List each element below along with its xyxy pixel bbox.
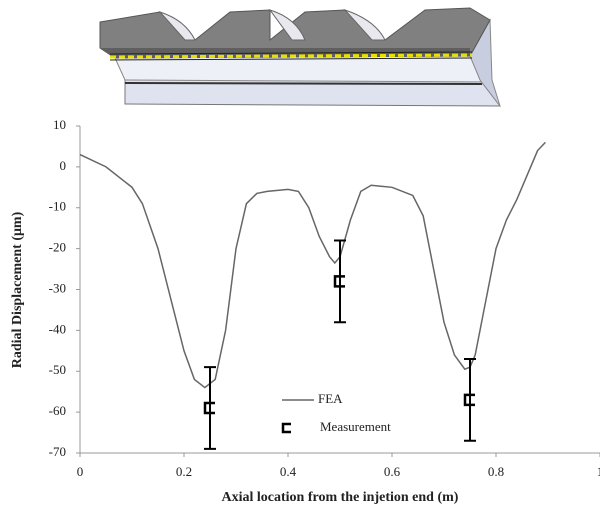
measurement-marker	[203, 401, 215, 415]
legend-label: FEA	[318, 391, 343, 406]
error-bar	[204, 366, 216, 450]
x-tick-label: 0.8	[488, 464, 504, 479]
x-tick-label: 1	[597, 464, 600, 479]
y-tick-label: 10	[53, 117, 66, 132]
error-bar	[334, 239, 346, 324]
y-tick-label: -20	[49, 240, 66, 255]
legend-swatch	[281, 422, 291, 434]
legend-label: Measurement	[320, 419, 391, 434]
x-tick-label: 0.4	[280, 464, 297, 479]
model-illustration	[99, 7, 502, 107]
error-bar	[464, 357, 476, 442]
x-axis-title: Axial location from the injetion end (m)	[222, 490, 459, 505]
x-tick-label: 0	[77, 464, 84, 479]
x-tick-label: 0.2	[176, 464, 192, 479]
y-axis-title: Radial Displacement (μm)	[10, 211, 25, 368]
y-tick-label: -70	[49, 444, 66, 459]
y-tick-label: -30	[49, 280, 66, 295]
y-tick-label: -40	[49, 321, 66, 336]
x-tick-label: 0.6	[384, 464, 401, 479]
y-tick-label: -50	[49, 362, 66, 377]
y-tick-label: 0	[60, 158, 67, 173]
y-tick-label: -60	[49, 403, 66, 418]
measurement-marker	[333, 275, 345, 288]
y-tick-label: -10	[49, 199, 66, 214]
measurement-marker	[463, 393, 475, 407]
fea-line	[79, 141, 546, 389]
